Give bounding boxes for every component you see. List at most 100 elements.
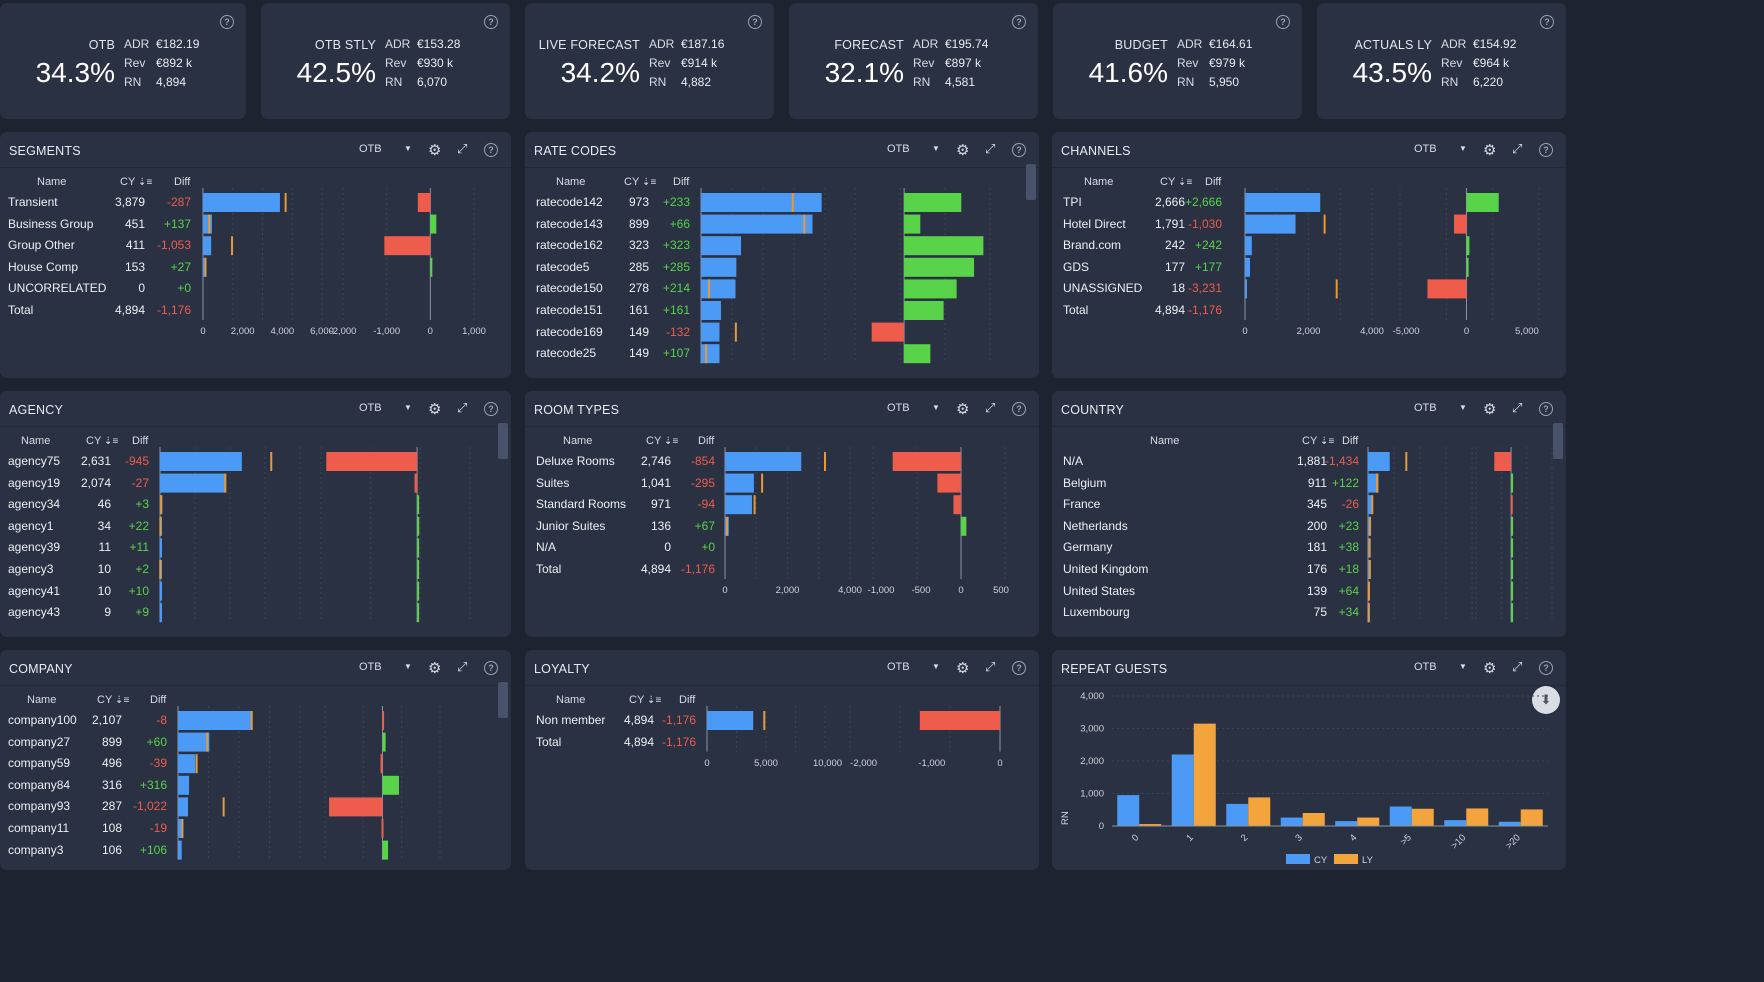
help-circle-icon[interactable]: ? [1539,661,1553,675]
row-name[interactable]: Total [536,734,562,749]
period-select[interactable]: OTB [359,402,382,414]
sort-icon[interactable]: ⇣≡ [639,177,657,188]
help-circle-icon[interactable]: ? [484,15,498,29]
row-name[interactable]: United States [1063,583,1136,598]
sort-icon[interactable]: ⇣≡ [644,695,662,706]
expand-icon[interactable]: ⤢ [457,400,468,415]
row-name[interactable]: ratecode25 [536,346,597,361]
gear-icon[interactable]: ⚙ [956,660,970,677]
column-header-name[interactable]: Name [1084,176,1114,188]
expand-icon[interactable]: ⤢ [985,141,996,156]
row-name[interactable]: Netherlands [1063,518,1128,533]
row-name[interactable]: ratecode151 [536,303,603,317]
row-name[interactable]: Standard Rooms [536,497,627,512]
help-circle-icon[interactable]: ? [1012,402,1026,416]
row-name[interactable]: company27 [8,734,71,749]
period-select[interactable]: OTB [1414,661,1437,673]
column-header-diff[interactable]: Diff [132,435,149,447]
column-header-name[interactable]: Name [21,435,51,447]
row-name[interactable]: Luxembourg [1063,605,1130,620]
sort-icon[interactable]: ⇣≡ [101,436,119,447]
expand-icon[interactable]: ⤢ [1512,141,1523,156]
chevron-down-icon[interactable]: ▼ [1459,662,1467,671]
row-name[interactable]: House Comp [8,259,79,274]
row-name[interactable]: agency75 [8,454,61,468]
column-header-diff[interactable]: Diff [174,176,191,188]
sort-icon[interactable]: ⇣≡ [1175,177,1193,188]
row-name[interactable]: agency43 [8,605,61,620]
row-name[interactable]: agency39 [8,540,61,555]
expand-icon[interactable]: ⤢ [985,659,996,674]
gear-icon[interactable]: ⚙ [1483,401,1497,418]
period-select[interactable]: OTB [359,143,382,155]
chevron-down-icon[interactable]: ▼ [932,662,940,671]
row-name[interactable]: Business Group [8,216,94,231]
chevron-down-icon[interactable]: ▼ [1459,403,1467,412]
column-header-diff[interactable]: Diff [150,694,167,706]
row-name[interactable]: Hotel Direct [1063,216,1126,231]
gear-icon[interactable]: ⚙ [956,142,970,159]
column-header-diff[interactable]: Diff [698,435,715,447]
row-name[interactable]: Total [536,562,562,576]
sort-icon[interactable]: ⇣≡ [1317,436,1335,447]
help-circle-icon[interactable]: ? [1012,15,1026,29]
row-name[interactable]: Total [8,303,34,317]
expand-icon[interactable]: ⤢ [985,400,996,415]
period-select[interactable]: OTB [359,661,382,673]
expand-icon[interactable]: ⤢ [457,141,468,156]
column-header-name[interactable]: Name [27,694,57,706]
row-name[interactable]: Brand.com [1063,238,1122,253]
row-name[interactable]: agency41 [8,583,61,598]
sort-icon[interactable]: ⇣≡ [112,695,130,706]
row-name[interactable]: UNASSIGNED [1063,281,1143,296]
expand-icon[interactable]: ⤢ [1512,400,1523,415]
row-name[interactable]: company3 [8,842,64,857]
row-name[interactable]: ratecode142 [536,195,603,209]
column-header-cy[interactable]: CY ⇣≡ [624,176,656,188]
period-select[interactable]: OTB [1414,402,1437,414]
expand-icon[interactable]: ⤢ [1512,659,1523,674]
column-header-cy[interactable]: CY ⇣≡ [120,176,152,188]
gear-icon[interactable]: ⚙ [428,142,442,159]
column-header-name[interactable]: Name [556,694,586,706]
sort-icon[interactable]: ⇣≡ [135,177,153,188]
row-name[interactable]: Group Other [8,238,75,253]
row-name[interactable]: N/A [1063,454,1084,468]
chevron-down-icon[interactable]: ▼ [1459,144,1467,153]
help-circle-icon[interactable]: ? [484,661,498,675]
chevron-down-icon[interactable]: ▼ [932,403,940,412]
row-name[interactable]: Suites [536,475,570,490]
gear-icon[interactable]: ⚙ [1483,142,1497,159]
row-name[interactable]: N/A [536,540,557,555]
chevron-down-icon[interactable]: ▼ [404,403,412,412]
column-header-name[interactable]: Name [37,176,67,188]
help-circle-icon[interactable]: ? [1012,661,1026,675]
period-select[interactable]: OTB [887,143,910,155]
column-header-cy[interactable]: CY ⇣≡ [1160,176,1192,188]
period-select[interactable]: OTB [887,661,910,673]
help-circle-icon[interactable]: ? [1539,143,1553,157]
row-name[interactable]: UNCORRELATED [8,281,107,296]
scrollbar-thumb[interactable] [498,682,508,718]
column-header-cy[interactable]: CY ⇣≡ [629,694,661,706]
column-header-cy[interactable]: CY ⇣≡ [1302,435,1334,447]
help-circle-icon[interactable]: ? [220,15,234,29]
row-name[interactable]: ratecode5 [536,259,590,274]
row-name[interactable]: ratecode150 [536,281,603,296]
row-name[interactable]: agency19 [8,475,61,490]
row-name[interactable]: agency1 [8,518,54,533]
column-header-diff[interactable]: Diff [673,176,690,188]
row-name[interactable]: TPI [1063,195,1082,209]
row-name[interactable]: agency3 [8,562,54,576]
column-header-diff[interactable]: Diff [679,694,696,706]
period-select[interactable]: OTB [887,402,910,414]
row-name[interactable]: ratecode162 [536,238,603,253]
row-name[interactable]: Germany [1063,540,1113,555]
row-name[interactable]: Total [1063,303,1089,317]
column-header-name[interactable]: Name [563,435,593,447]
column-header-diff[interactable]: Diff [1342,435,1359,447]
row-name[interactable]: company100 [8,713,77,727]
row-name[interactable]: agency34 [8,497,61,512]
column-header-diff[interactable]: Diff [1205,176,1222,188]
column-header-cy[interactable]: CY ⇣≡ [646,435,678,447]
